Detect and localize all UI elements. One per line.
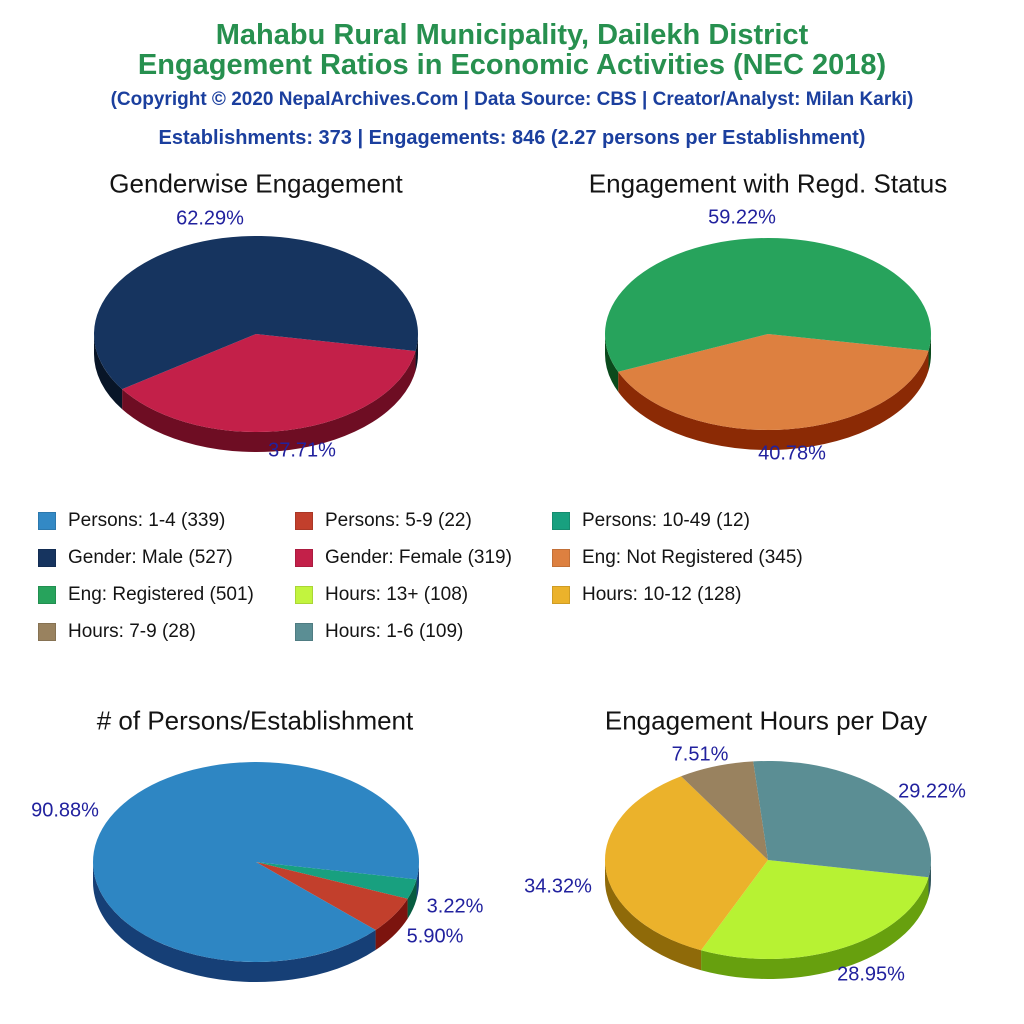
legend-swatch	[295, 585, 313, 604]
pie-slice-rim	[605, 334, 619, 392]
legend-item: Persons: 10-49 (12)	[552, 510, 803, 532]
copyright-line: (Copyright © 2020 NepalArchives.Com | Da…	[110, 89, 914, 110]
pie-slice	[605, 238, 931, 372]
pct-label-male: 62.29%	[176, 207, 244, 230]
pie-slice	[681, 761, 768, 860]
chart-title-regd-status: Engagement with Regd. Status	[588, 168, 948, 199]
pct-label-female: 37.71%	[268, 439, 336, 462]
page-title-line2: Engagement Ratios in Economic Activities…	[137, 49, 887, 81]
pie-slice	[122, 334, 416, 433]
legend-swatch	[38, 511, 56, 530]
pie-slice	[256, 862, 417, 899]
pie-slice-rim	[93, 862, 376, 983]
pie-slice-rim	[928, 860, 931, 898]
legend-swatch	[38, 585, 56, 604]
legend-item: Eng: Registered (501)	[38, 584, 295, 606]
legend-swatch	[552, 548, 570, 567]
pie-slice	[701, 860, 929, 959]
stats-line: Establishments: 373 | Engagements: 846 (…	[158, 127, 866, 149]
pie-slice	[92, 762, 419, 962]
legend-label: Eng: Registered (501)	[68, 583, 254, 605]
legend-swatch	[295, 622, 313, 641]
legend-label: Gender: Male (527)	[68, 546, 233, 568]
legend-label: Hours: 10-12 (128)	[582, 583, 742, 605]
legend-swatch	[552, 511, 570, 530]
legend-item: Eng: Not Registered (345)	[552, 547, 803, 569]
pie-slice-rim	[415, 334, 419, 372]
legend-label: Eng: Not Registered (345)	[582, 546, 803, 568]
pct-label-persons-5-9: 5.90%	[406, 925, 464, 948]
legend-item: Hours: 7-9 (28)	[38, 621, 295, 643]
chart-title-hours-per-day: Engagement Hours per Day	[604, 705, 928, 736]
pie-slice	[94, 236, 418, 390]
pct-label-persons-1-4: 90.88%	[31, 799, 99, 822]
pct-label-hours-7-9: 7.51%	[671, 743, 729, 766]
legend-swatch	[38, 622, 56, 641]
pie-slice	[256, 862, 408, 930]
legend-label: Persons: 5-9 (22)	[325, 509, 472, 531]
pie-slice-rim	[618, 350, 929, 451]
legend-swatch	[38, 548, 56, 567]
legend-item: Gender: Male (527)	[38, 547, 295, 569]
page-title: Mahabu Rural Municipality, Dailekh Distr…	[0, 20, 1024, 80]
pie-slice-rim	[407, 879, 417, 919]
pct-label-hours-1-6: 29.22%	[898, 780, 966, 803]
legend-label: Gender: Female (319)	[325, 546, 512, 568]
pct-label-hours-13-plus: 28.95%	[837, 963, 905, 986]
legend-swatch	[552, 585, 570, 604]
legend-item: Hours: 13+ (108)	[295, 584, 552, 606]
pie-slice-rim	[701, 877, 929, 979]
pie-slice-rim	[416, 862, 419, 900]
legend-item: Hours: 1-6 (109)	[295, 621, 552, 643]
legend-label: Hours: 7-9 (28)	[68, 620, 196, 642]
pie-slice-rim	[605, 860, 702, 971]
pie-slice	[618, 334, 929, 431]
chart-title-gender: Genderwise Engagement	[109, 168, 403, 199]
pie-slice-rim	[375, 898, 408, 950]
legend: Persons: 1-4 (339) Persons: 5-9 (22) Perso…	[38, 502, 803, 650]
legend-item: Persons: 5-9 (22)	[295, 510, 552, 532]
pie-slice-rim	[94, 334, 123, 410]
legend-item: Hours: 10-12 (128)	[552, 584, 803, 606]
page-title-line1: Mahabu Rural Municipality, Dailekh Distr…	[215, 19, 809, 51]
legend-label: Hours: 13+ (108)	[325, 583, 469, 605]
pct-label-not-registered: 40.78%	[758, 442, 826, 465]
pct-label-hours-10-12: 34.32%	[524, 875, 592, 898]
legend-swatch	[295, 511, 313, 530]
chart-title-persons-per-establishment: # of Persons/Establishment	[96, 705, 414, 736]
pie-slice	[753, 761, 931, 878]
legend-item: Gender: Female (319)	[295, 547, 552, 569]
pct-label-registered: 59.22%	[708, 206, 776, 229]
pie-slice-rim	[928, 334, 931, 371]
legend-label: Persons: 1-4 (339)	[68, 509, 226, 531]
legend-item: Persons: 1-4 (339)	[38, 510, 295, 532]
pct-label-persons-10-49: 3.22%	[426, 895, 484, 918]
legend-label: Hours: 1-6 (109)	[325, 620, 464, 642]
pie-slice-rim	[122, 351, 416, 452]
legend-label: Persons: 10-49 (12)	[582, 509, 750, 531]
legend-swatch	[295, 548, 313, 567]
pie-slice	[605, 776, 768, 951]
